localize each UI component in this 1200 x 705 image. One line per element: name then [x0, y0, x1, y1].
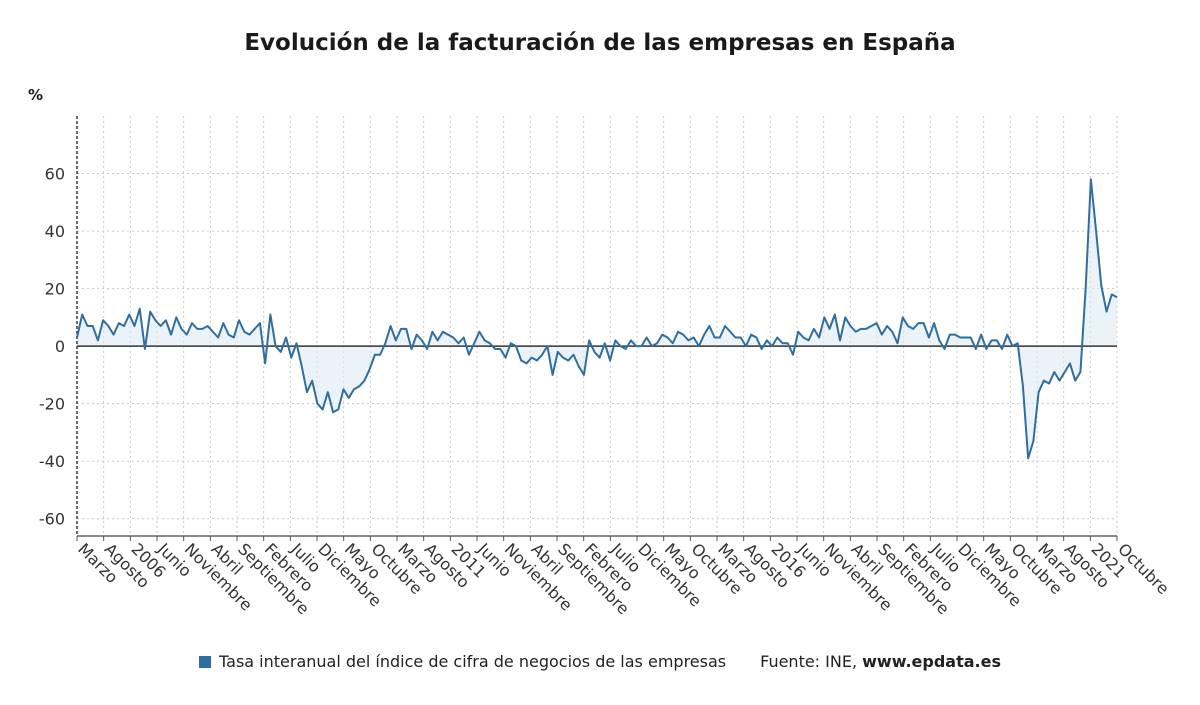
legend: Tasa interanual del índice de cifra de n…	[0, 652, 1200, 671]
y-tick-label: -60	[39, 510, 65, 529]
y-tick-label: 20	[45, 280, 65, 299]
series-line-path	[76, 178, 1118, 460]
y-tick-label: 0	[55, 337, 65, 356]
y-tick-label: 40	[45, 222, 65, 241]
legend-swatch	[199, 656, 212, 668]
vertical-gridlines	[76, 116, 1118, 541]
y-tick-label: -20	[39, 395, 65, 414]
chart-title: Evolución de la facturación de las empre…	[244, 30, 956, 56]
horizontal-gridlines	[77, 173, 1117, 520]
series-area	[77, 179, 1117, 459]
y-tick-label: -40	[39, 452, 65, 471]
x-tick-labels: MarzoAgosto2006JunioNoviembreAbrilSeptie…	[74, 539, 1173, 619]
legend-label: Tasa interanual del índice de cifra de n…	[219, 652, 727, 671]
series-line	[76, 178, 1118, 460]
y-tick-labels: 60 40 20 0 -20 -40 -60	[39, 165, 65, 529]
y-tick-label: 60	[45, 165, 65, 184]
source-site: www.epdata.es	[862, 652, 1001, 671]
y-unit-label: %	[28, 86, 43, 104]
series-area-fill	[77, 179, 1117, 459]
axes	[76, 116, 1117, 537]
source-label: Fuente: INE,	[760, 652, 863, 671]
